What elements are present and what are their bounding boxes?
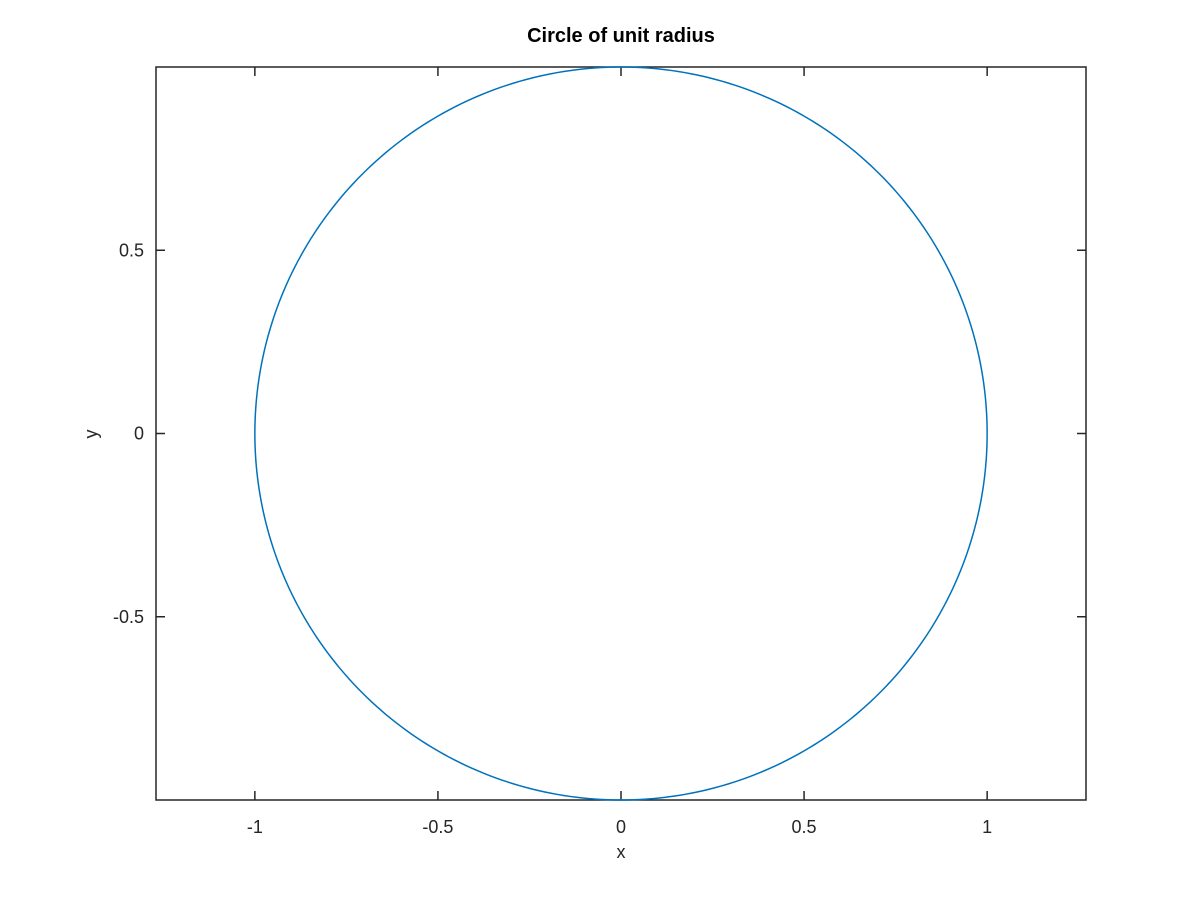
y-tick-label: 0 [134,424,144,444]
y-tick-label: -0.5 [113,607,144,627]
series-line-circle [254,66,988,801]
y-axis-tick-labels: -0.5 0 0.5 [113,240,144,627]
y-tick-label: 0.5 [119,240,144,260]
y-axis-ticks [156,249,1086,618]
x-tick-label: -1 [247,817,263,837]
x-tick-label: 0.5 [792,817,817,837]
y-axis-label: y [81,430,101,439]
plot-area [155,66,1087,801]
x-tick-label: -0.5 [422,817,453,837]
x-tick-label: 0 [616,817,626,837]
chart-title: Circle of unit radius [527,25,715,47]
x-tick-label: 1 [982,817,992,837]
x-axis-ticks [254,67,988,800]
axes-box [155,66,1087,801]
x-axis-tick-labels: -1 -0.5 0 0.5 1 [247,817,992,837]
x-axis-label: x [617,842,626,862]
